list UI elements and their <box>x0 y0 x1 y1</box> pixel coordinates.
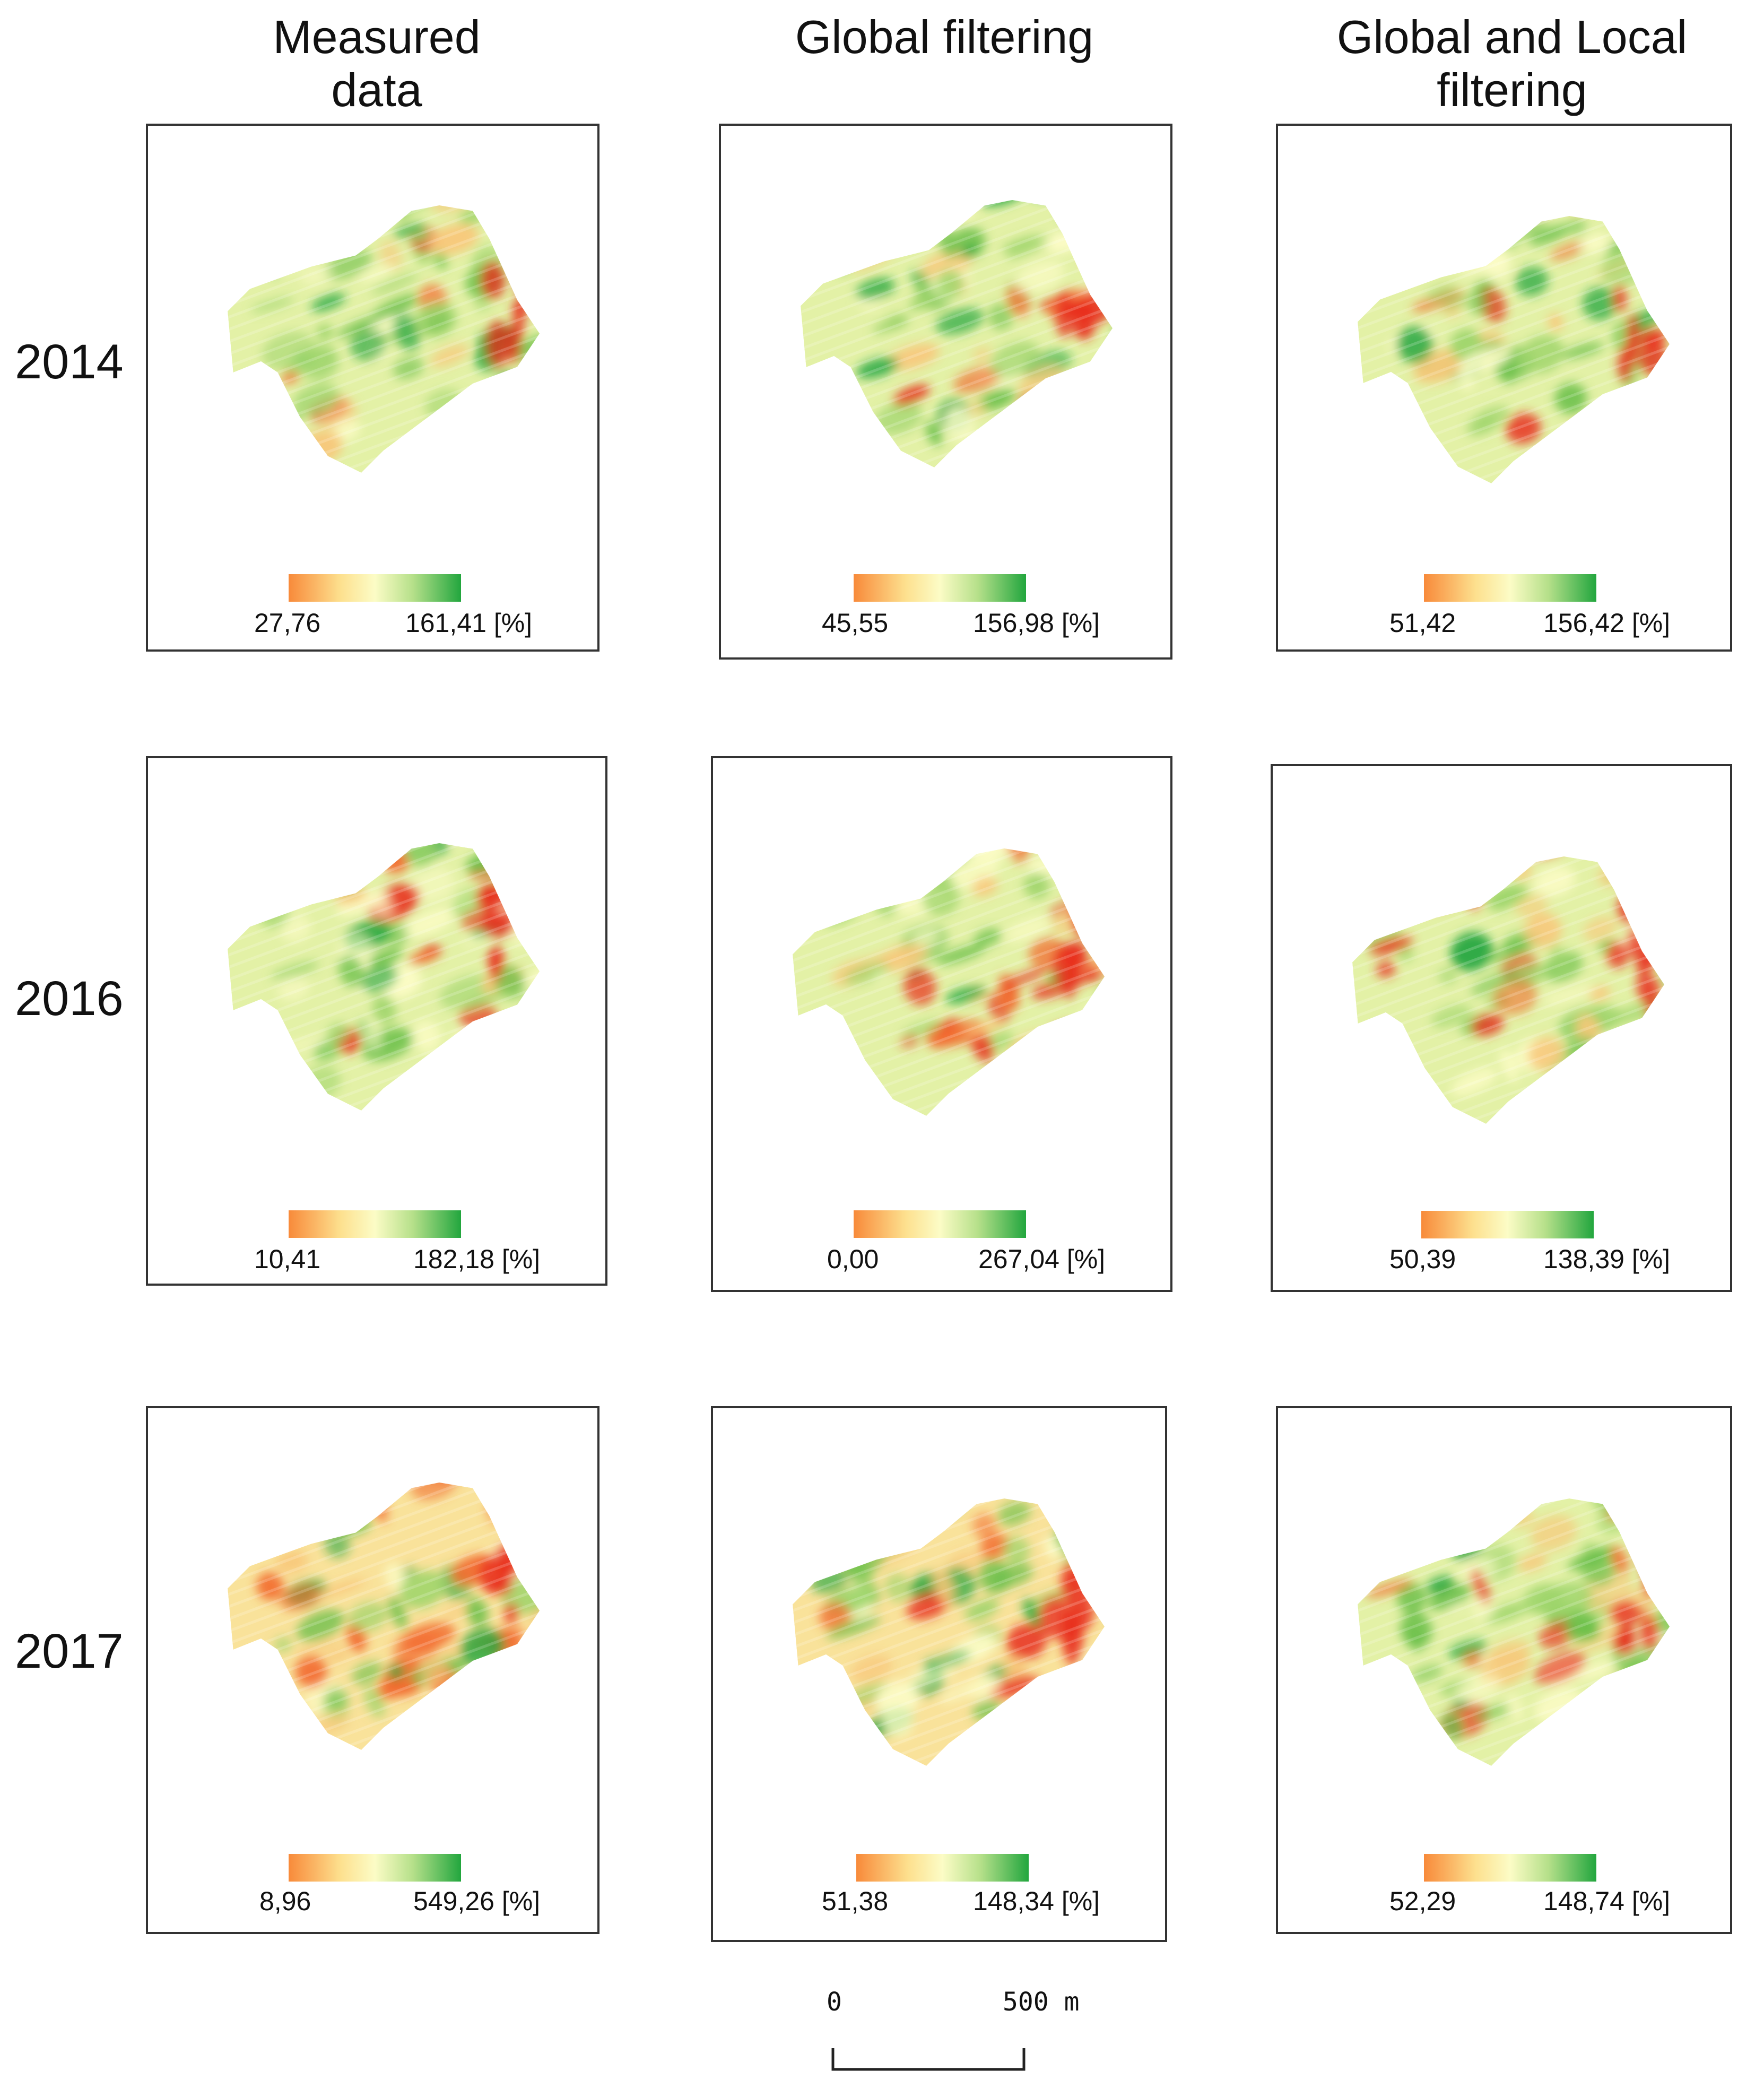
map-panel: 10,41 182,18 [%] <box>146 756 607 1286</box>
legend-min-value: 10,41 <box>254 1244 321 1274</box>
legend-max-value: 148,74 [%] <box>1543 1886 1671 1916</box>
field-yield-map <box>793 848 1105 1116</box>
year-label-2016: 2016 <box>15 972 124 1026</box>
field-yield-map <box>228 205 540 473</box>
legend-max-value: 156,42 [%] <box>1543 608 1671 638</box>
field-yield-map <box>1352 856 1664 1124</box>
field-yield-map <box>793 1498 1105 1766</box>
field-yield-map <box>228 843 540 1111</box>
legend-min-value: 27,76 <box>254 608 321 638</box>
legend-max-value: 156,98 [%] <box>973 608 1100 638</box>
legend-colorbar <box>854 1210 1026 1238</box>
map-panel: 51,42 156,42 [%] <box>1276 124 1732 652</box>
map-panel: 27,76 161,41 [%] <box>146 124 599 652</box>
legend-colorbar <box>289 1210 461 1238</box>
field-yield-map <box>228 1483 540 1750</box>
legend-colorbar <box>1424 1854 1596 1882</box>
year-label-2017: 2017 <box>15 1624 124 1678</box>
legend-min-value: 51,42 <box>1389 608 1456 638</box>
map-panel: 50,39 138,39 [%] <box>1271 764 1732 1292</box>
legend-max-value: 138,39 [%] <box>1543 1244 1671 1274</box>
year-label-2014: 2014 <box>15 335 124 389</box>
legend-max-value: 148,34 [%] <box>973 1886 1100 1916</box>
legend-min-value: 0,00 <box>827 1244 879 1274</box>
legend-min-value: 50,39 <box>1389 1244 1456 1274</box>
legend-max-value: 161,41 [%] <box>405 608 533 638</box>
field-yield-map <box>801 200 1113 467</box>
column-title-measured-data: Measured data <box>273 11 481 116</box>
map-panel: 45,55 156,98 [%] <box>719 124 1172 660</box>
legend-colorbar <box>854 574 1026 602</box>
field-yield-map <box>1358 1498 1670 1766</box>
map-panel: 8,96 549,26 [%] <box>146 1406 599 1934</box>
legend-min-value: 45,55 <box>822 608 889 638</box>
scale-bar <box>831 2048 1026 2071</box>
legend-max-value: 267,04 [%] <box>978 1244 1106 1274</box>
legend-colorbar <box>289 574 461 602</box>
legend-colorbar <box>1424 574 1596 602</box>
map-panel: 51,38 148,34 [%] <box>711 1406 1167 1942</box>
legend-max-value: 549,26 [%] <box>413 1886 541 1916</box>
column-title-global-filtering: Global filtering <box>795 11 1094 63</box>
scale-bar-start-label: 0 <box>827 1987 842 2017</box>
map-panel: 0,00 267,04 [%] <box>711 756 1172 1292</box>
field-yield-map <box>1358 216 1670 483</box>
legend-max-value: 182,18 [%] <box>413 1244 541 1274</box>
map-panel: 52,29 148,74 [%] <box>1276 1406 1732 1934</box>
legend-colorbar <box>1421 1211 1594 1238</box>
legend-colorbar <box>289 1854 461 1882</box>
scale-bar-end-label: 500 m <box>1003 1987 1080 2017</box>
legend-min-value: 52,29 <box>1389 1886 1456 1916</box>
column-title-global-local-filtering: Global and Local filtering <box>1336 11 1688 116</box>
legend-min-value: 8,96 <box>259 1886 311 1916</box>
legend-colorbar <box>856 1854 1029 1882</box>
legend-min-value: 51,38 <box>822 1886 889 1916</box>
